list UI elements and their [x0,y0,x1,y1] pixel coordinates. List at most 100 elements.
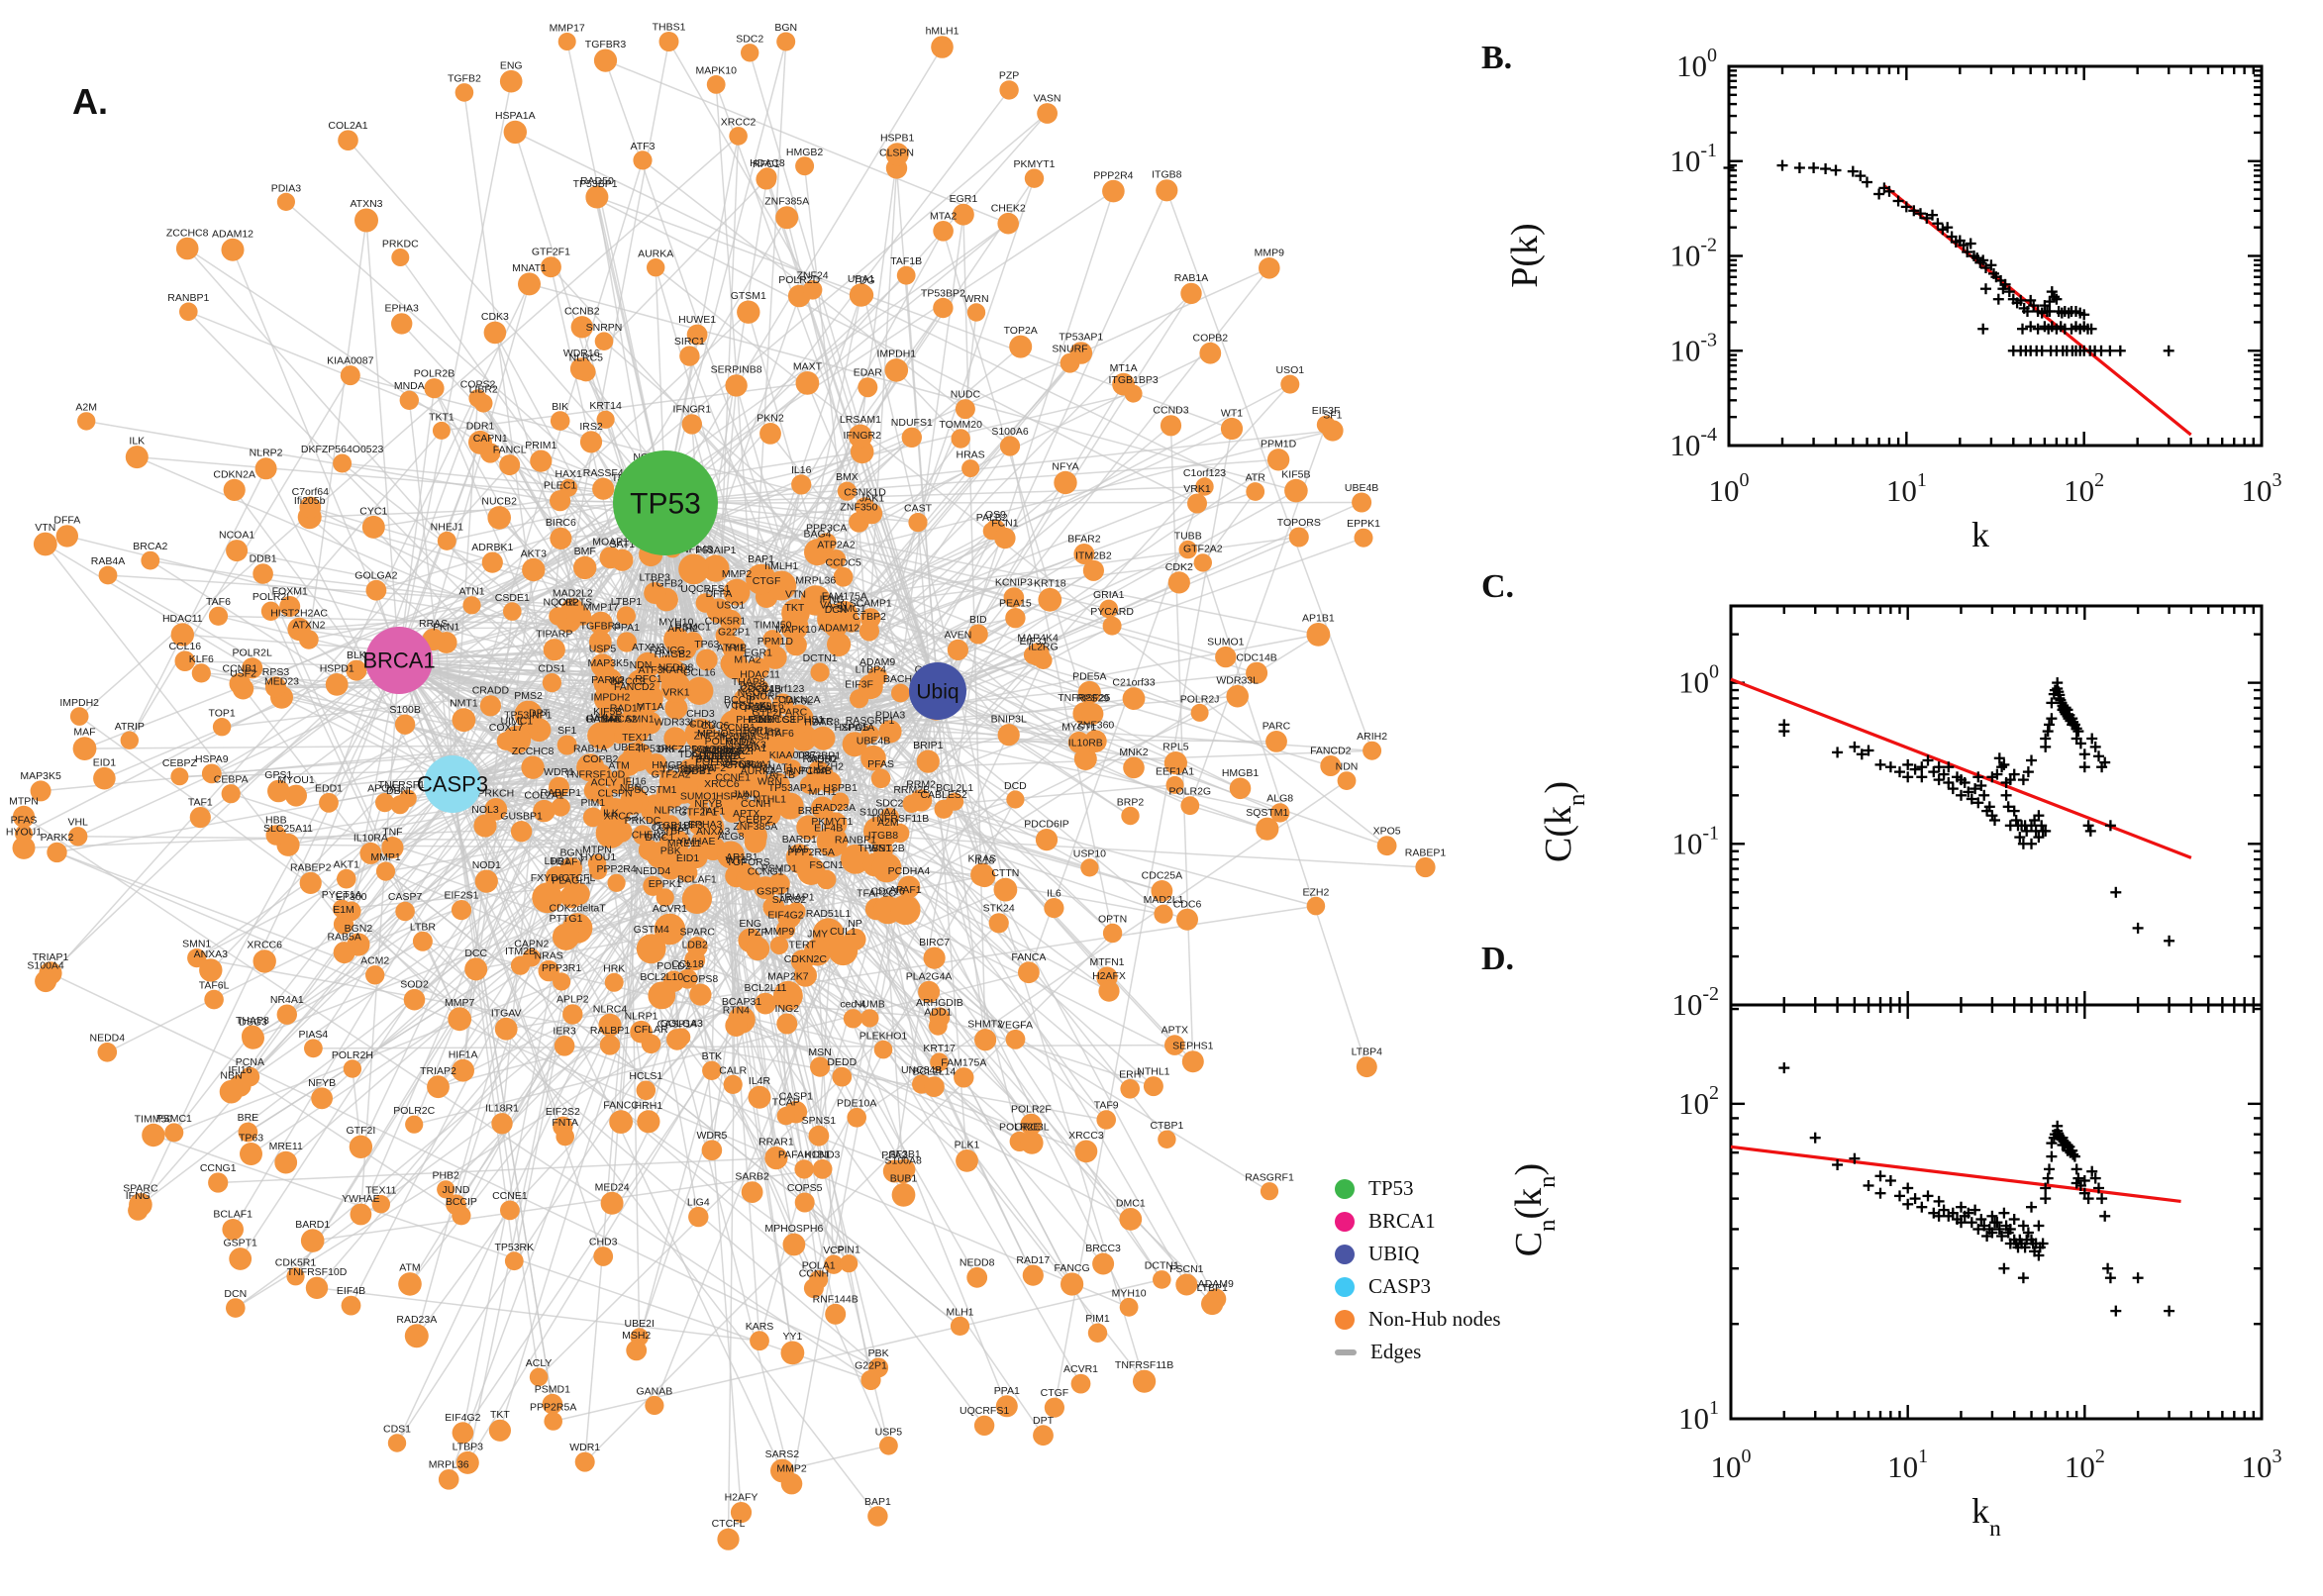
network-node[interactable] [199,958,223,982]
network-node[interactable] [1284,478,1308,503]
network-node[interactable] [637,1110,660,1134]
network-node[interactable] [643,875,663,896]
network-node[interactable] [999,436,1021,456]
network-node[interactable] [891,1183,916,1207]
network-node[interactable] [1246,482,1265,501]
network-node[interactable] [607,770,631,794]
network-node[interactable] [33,532,57,556]
network-node[interactable] [1133,1369,1157,1393]
network-node[interactable] [656,654,679,678]
network-node[interactable] [635,651,661,678]
network-node[interactable] [504,1251,524,1271]
network-node[interactable] [1415,856,1436,878]
network-node[interactable] [12,836,36,859]
network-node[interactable] [391,313,413,335]
network-node[interactable] [1158,1130,1176,1149]
network-node[interactable] [860,725,879,744]
network-node[interactable] [1102,923,1123,944]
network-node[interactable] [588,631,612,653]
network-node[interactable] [12,805,36,829]
network-node[interactable] [254,457,277,480]
network-node[interactable] [860,1009,879,1028]
network-node[interactable] [1022,1264,1044,1286]
network-node[interactable] [455,1450,479,1474]
network-node[interactable] [723,1074,743,1094]
network-node[interactable] [596,410,615,429]
network-node[interactable] [1143,1076,1163,1097]
network-node[interactable] [758,167,777,187]
network-node[interactable] [923,947,946,969]
network-node[interactable] [741,1181,763,1203]
network-node[interactable] [897,875,921,899]
network-node[interactable] [1306,896,1326,916]
network-node[interactable] [1003,587,1025,608]
network-node[interactable] [556,1127,574,1147]
network-node[interactable] [826,549,847,569]
network-node[interactable] [338,130,358,150]
network-node[interactable] [1073,748,1097,770]
network-node[interactable] [894,1165,913,1184]
network-node[interactable] [587,722,615,749]
network-node[interactable] [550,527,572,550]
network-node[interactable] [656,888,674,907]
network-node[interactable] [551,797,570,817]
network-node[interactable] [1266,449,1290,471]
network-node[interactable] [811,726,836,750]
network-node[interactable] [956,1149,978,1172]
network-node[interactable] [562,1004,583,1025]
network-node[interactable] [35,970,57,993]
network-node[interactable] [554,1036,575,1056]
network-node[interactable] [340,365,360,386]
network-node[interactable] [681,883,713,915]
network-node[interactable] [993,877,1018,902]
network-node[interactable] [748,1085,771,1109]
network-node[interactable] [884,358,909,382]
network-node[interactable] [304,1039,323,1058]
network-node[interactable] [702,554,730,582]
network-node[interactable] [647,258,665,277]
network-node[interactable] [858,377,878,398]
network-node[interactable] [98,565,118,585]
network-node[interactable] [725,1014,748,1037]
network-node[interactable] [616,632,638,652]
network-node[interactable] [967,624,988,645]
network-node[interactable] [93,766,116,790]
network-node[interactable] [1005,1029,1026,1049]
network-node[interactable] [1229,777,1252,800]
network-node[interactable] [1354,528,1373,548]
network-node[interactable] [238,1122,258,1143]
network-node[interactable] [285,784,307,807]
network-node[interactable] [654,913,686,946]
network-node[interactable] [1180,282,1202,305]
network-node[interactable] [530,449,553,472]
network-node[interactable] [484,798,508,821]
network-node[interactable] [576,753,605,782]
network-node[interactable] [701,1140,723,1160]
network-node[interactable] [695,593,716,613]
network-node[interactable] [1081,703,1104,725]
network-node[interactable] [544,1412,562,1431]
network-node[interactable] [589,861,608,880]
network-node[interactable] [593,49,618,72]
network-node[interactable] [600,1191,624,1215]
network-node[interactable] [533,799,556,823]
network-node[interactable] [387,1434,407,1452]
network-node[interactable] [1201,1292,1224,1316]
network-node[interactable] [702,1060,722,1081]
network-node[interactable] [375,861,396,881]
network-node[interactable] [916,749,940,773]
network-node[interactable] [891,683,910,703]
network-node[interactable] [678,553,709,585]
network-node[interactable] [521,755,545,779]
network-node[interactable] [879,1436,898,1455]
network-node[interactable] [454,83,474,102]
network-node[interactable] [616,751,641,776]
network-node[interactable] [481,551,503,573]
network-node[interactable] [1087,1323,1108,1344]
network-node[interactable] [573,555,597,580]
network-node[interactable] [723,578,751,606]
network-node[interactable] [474,869,498,893]
network-node[interactable] [890,894,921,926]
network-node[interactable] [1260,1182,1279,1201]
network-node[interactable] [775,206,799,230]
